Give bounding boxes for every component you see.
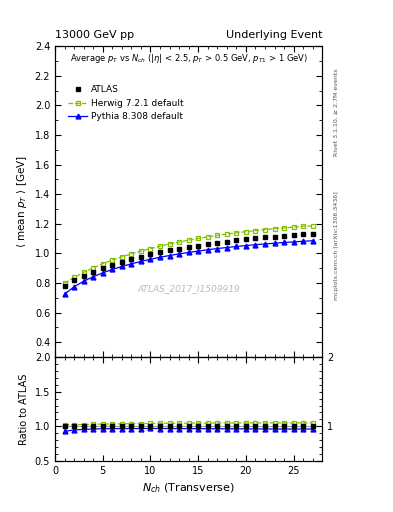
Y-axis label: $\langle$ mean $p_T$ $\rangle$ [GeV]: $\langle$ mean $p_T$ $\rangle$ [GeV] xyxy=(15,155,29,248)
Text: Rivet 3.1.10, ≥ 2.7M events: Rivet 3.1.10, ≥ 2.7M events xyxy=(334,69,338,157)
X-axis label: $N_{ch}$ (Transverse): $N_{ch}$ (Transverse) xyxy=(142,481,235,495)
Legend: ATLAS, Herwig 7.2.1 default, Pythia 8.308 default: ATLAS, Herwig 7.2.1 default, Pythia 8.30… xyxy=(65,82,187,125)
Y-axis label: Ratio to ATLAS: Ratio to ATLAS xyxy=(19,373,29,444)
Text: ATLAS_2017_I1509919: ATLAS_2017_I1509919 xyxy=(137,284,240,293)
Text: Underlying Event: Underlying Event xyxy=(226,30,322,40)
Text: mcplots.cern.ch [arXiv:1306.3436]: mcplots.cern.ch [arXiv:1306.3436] xyxy=(334,191,338,300)
Text: 13000 GeV pp: 13000 GeV pp xyxy=(55,30,134,40)
Text: Average $p_T$ vs $N_{ch}$ ($|\eta|$ < 2.5, $p_T$ > 0.5 GeV, $p_{T1}$ > 1 GeV): Average $p_T$ vs $N_{ch}$ ($|\eta|$ < 2.… xyxy=(70,52,308,66)
